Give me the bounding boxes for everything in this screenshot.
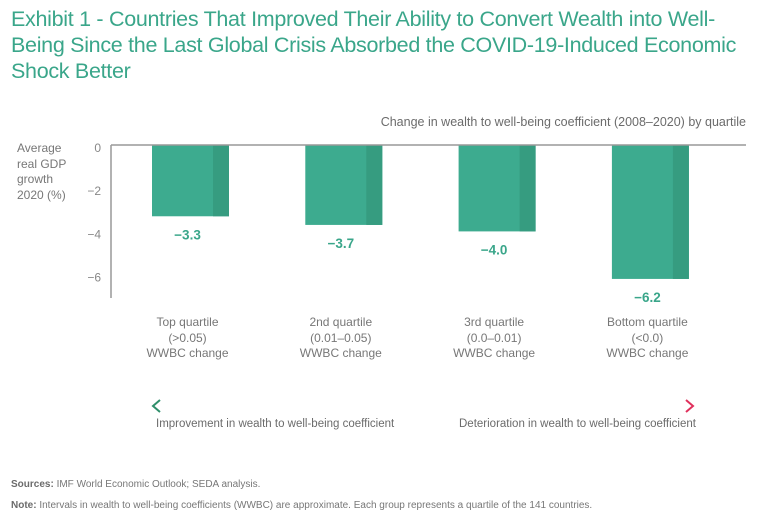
x-tick-label-line: 3rd quartile bbox=[464, 315, 525, 329]
x-tick-label: Top quartile (>0.05) WWBC change bbox=[113, 315, 263, 362]
bar-shade bbox=[366, 145, 383, 225]
sources-text: IMF World Economic Outlook; SEDA analysi… bbox=[53, 479, 261, 490]
note-label: Note: bbox=[11, 500, 37, 511]
y-tick-label: −4 bbox=[87, 227, 101, 241]
sources-note: Sources: IMF World Economic Outlook; SED… bbox=[11, 479, 260, 490]
x-tick-label-line: 2nd quartile bbox=[309, 315, 373, 329]
bar-shade bbox=[519, 145, 536, 232]
bar-shade bbox=[213, 145, 229, 217]
bar-shade bbox=[672, 145, 689, 279]
data-label: −3.7 bbox=[327, 236, 354, 251]
x-tick-label-line: Top quartile bbox=[156, 315, 219, 329]
wwbc-direction-arrow bbox=[150, 396, 696, 416]
x-tick-label-line: Bottom quartile bbox=[607, 315, 688, 329]
data-label: −3.3 bbox=[174, 227, 201, 242]
improvement-label: Improvement in wealth to well-being coef… bbox=[156, 418, 395, 430]
y-tick-label: 0 bbox=[94, 141, 101, 155]
y-tick-label: −2 bbox=[87, 184, 101, 198]
x-tick-label-line: WWBC change bbox=[453, 346, 536, 360]
y-axis-label-line: growth bbox=[17, 172, 54, 186]
x-tick-label: 2nd quartile (0.01–0.05) WWBC change bbox=[266, 315, 416, 362]
y-axis-label-line: real GDP bbox=[17, 156, 67, 171]
footnote: Note: Intervals in wealth to well-being … bbox=[11, 500, 592, 511]
y-tick-label: −6 bbox=[87, 271, 101, 285]
x-tick-label-line: (0.0–0.01) bbox=[466, 330, 522, 345]
x-tick-label-line: WWBC change bbox=[146, 346, 229, 360]
double-arrow-icon bbox=[151, 399, 695, 413]
x-tick-label: 3rd quartile (0.0–0.01) WWBC change bbox=[419, 315, 569, 362]
data-label: −6.2 bbox=[634, 290, 661, 305]
x-tick-label-line: (0.01–0.05) bbox=[310, 330, 372, 345]
chart-title: Exhibit 1 - Countries That Improved Thei… bbox=[11, 7, 737, 83]
x-tick-label: Bottom quartile (<0.0) WWBC change bbox=[572, 315, 722, 362]
chart-subtitle: Change in wealth to well-being coefficie… bbox=[380, 115, 746, 129]
x-tick-label-line: (<0.0) bbox=[631, 330, 664, 345]
x-tick-label-line: WWBC change bbox=[606, 346, 689, 360]
sources-label: Sources: bbox=[11, 479, 54, 490]
deterioration-label: Deterioration in wealth to well-being co… bbox=[459, 418, 696, 430]
y-axis-label: Average real GDP growth 2020 (%) bbox=[17, 141, 87, 203]
x-tick-label-line: (>0.05) bbox=[168, 330, 207, 345]
data-label: −4.0 bbox=[481, 242, 508, 257]
x-tick-label-line: WWBC change bbox=[299, 346, 382, 360]
y-axis-label-line: Average bbox=[17, 141, 62, 155]
y-axis-label-line: 2020 (%) bbox=[17, 187, 66, 202]
note-text: Intervals in wealth to well-being coeffi… bbox=[36, 500, 593, 511]
